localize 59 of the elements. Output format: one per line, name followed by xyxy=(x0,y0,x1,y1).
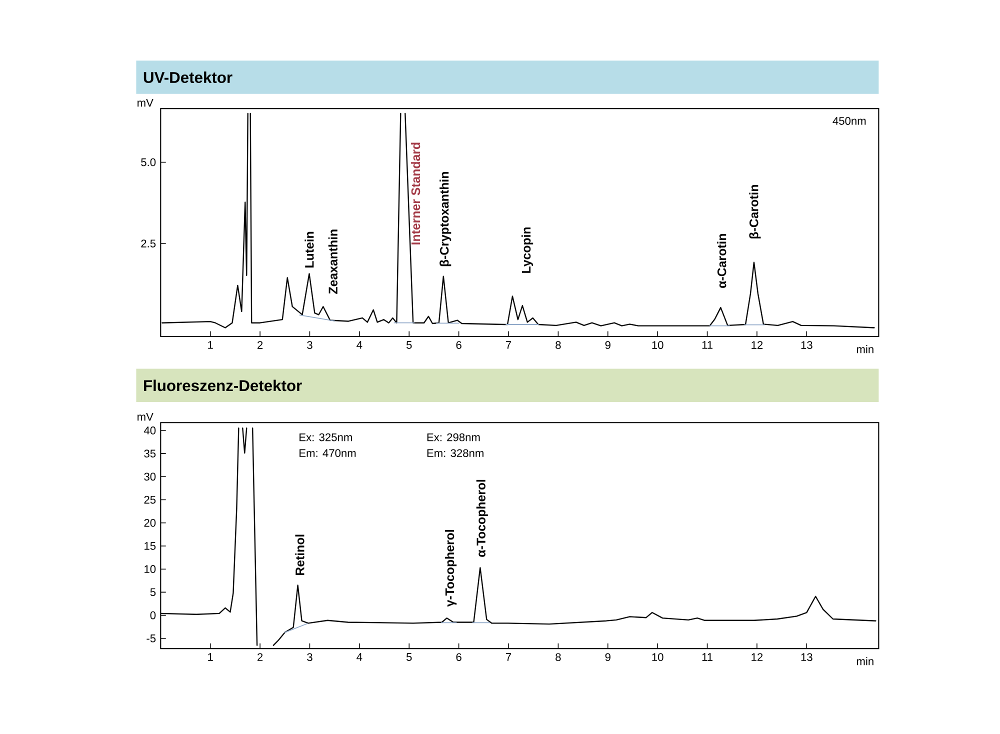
y-tick-label: -5 xyxy=(146,634,156,642)
x-tick-label: 13 xyxy=(801,653,812,662)
x-tick-label: 11 xyxy=(702,341,712,349)
x-tick-label: 11 xyxy=(702,653,712,661)
annotation: 450nm xyxy=(832,117,866,125)
annotation: Retinol xyxy=(295,534,304,576)
x-tick-label: 5 xyxy=(406,341,412,350)
x-tick-label: 8 xyxy=(556,341,561,350)
x-tick-label: 13 xyxy=(801,341,812,350)
annotation: γ-Tocopherol xyxy=(445,530,457,607)
annotation: β-Cryptoxanthin xyxy=(440,172,452,266)
annotation: Lutein xyxy=(304,232,314,268)
x-tick-label: 2 xyxy=(258,653,263,662)
x-axis-title: min xyxy=(856,657,874,666)
x-tick-label: 3 xyxy=(307,653,312,662)
x-tick-label: 10 xyxy=(652,341,664,350)
x-tick-label: 4 xyxy=(356,341,362,349)
x-tick-label: 7 xyxy=(506,341,512,349)
annotation: Lycopin xyxy=(522,228,534,274)
x-tick-label: 4 xyxy=(356,653,362,661)
annotation: Interner Standard xyxy=(411,142,420,245)
x-tick-label: 6 xyxy=(456,341,462,350)
annotation: Em: 328nm xyxy=(427,449,484,458)
x-axis-title: min xyxy=(856,345,874,354)
annotation: Ex: 298nm xyxy=(427,434,480,442)
y-tick-label: 0 xyxy=(150,612,156,620)
x-tick-label: 6 xyxy=(456,653,462,662)
annotation: β-Carotin xyxy=(749,185,761,239)
x-tick-label: 10 xyxy=(652,653,664,662)
annotation: α-Carotin xyxy=(717,234,726,288)
annotation: Zeaxanthin xyxy=(328,230,338,294)
y-tick-label: 15 xyxy=(144,542,156,550)
chart-title: UV-Detektor xyxy=(144,72,232,84)
y-tick-label: 10 xyxy=(144,565,156,574)
x-tick-label: 1 xyxy=(208,341,213,349)
y-axis-title: mV xyxy=(138,99,154,107)
annotation: Em: 470nm xyxy=(300,449,356,458)
x-tick-label: 5 xyxy=(406,653,412,662)
y-tick-label: 25 xyxy=(144,496,156,504)
x-tick-label: 8 xyxy=(556,653,561,662)
y-axis-title: mV xyxy=(138,413,154,421)
x-tick-label: 12 xyxy=(752,653,763,662)
x-tick-label: 9 xyxy=(605,341,610,350)
x-tick-label: 2 xyxy=(258,341,263,350)
y-tick-label: 30 xyxy=(144,472,156,481)
x-tick-label: 12 xyxy=(752,341,763,350)
annotation: Ex: 325nm xyxy=(300,434,352,442)
annotation: α-Tocopherol xyxy=(476,480,488,557)
x-tick-label: 7 xyxy=(506,653,512,661)
y-tick-label: 5.0 xyxy=(141,158,156,166)
y-tick-label: 5 xyxy=(150,588,156,596)
chart-title: Fluoreszenz-Detektor xyxy=(144,380,302,392)
x-tick-label: 1 xyxy=(208,653,213,661)
x-tick-label: 3 xyxy=(307,341,312,350)
y-tick-label: 2.5 xyxy=(141,240,156,248)
y-tick-label: 35 xyxy=(144,450,156,458)
y-tick-label: 20 xyxy=(144,519,156,527)
x-tick-label: 9 xyxy=(605,653,610,662)
y-tick-label: 40 xyxy=(144,426,156,435)
